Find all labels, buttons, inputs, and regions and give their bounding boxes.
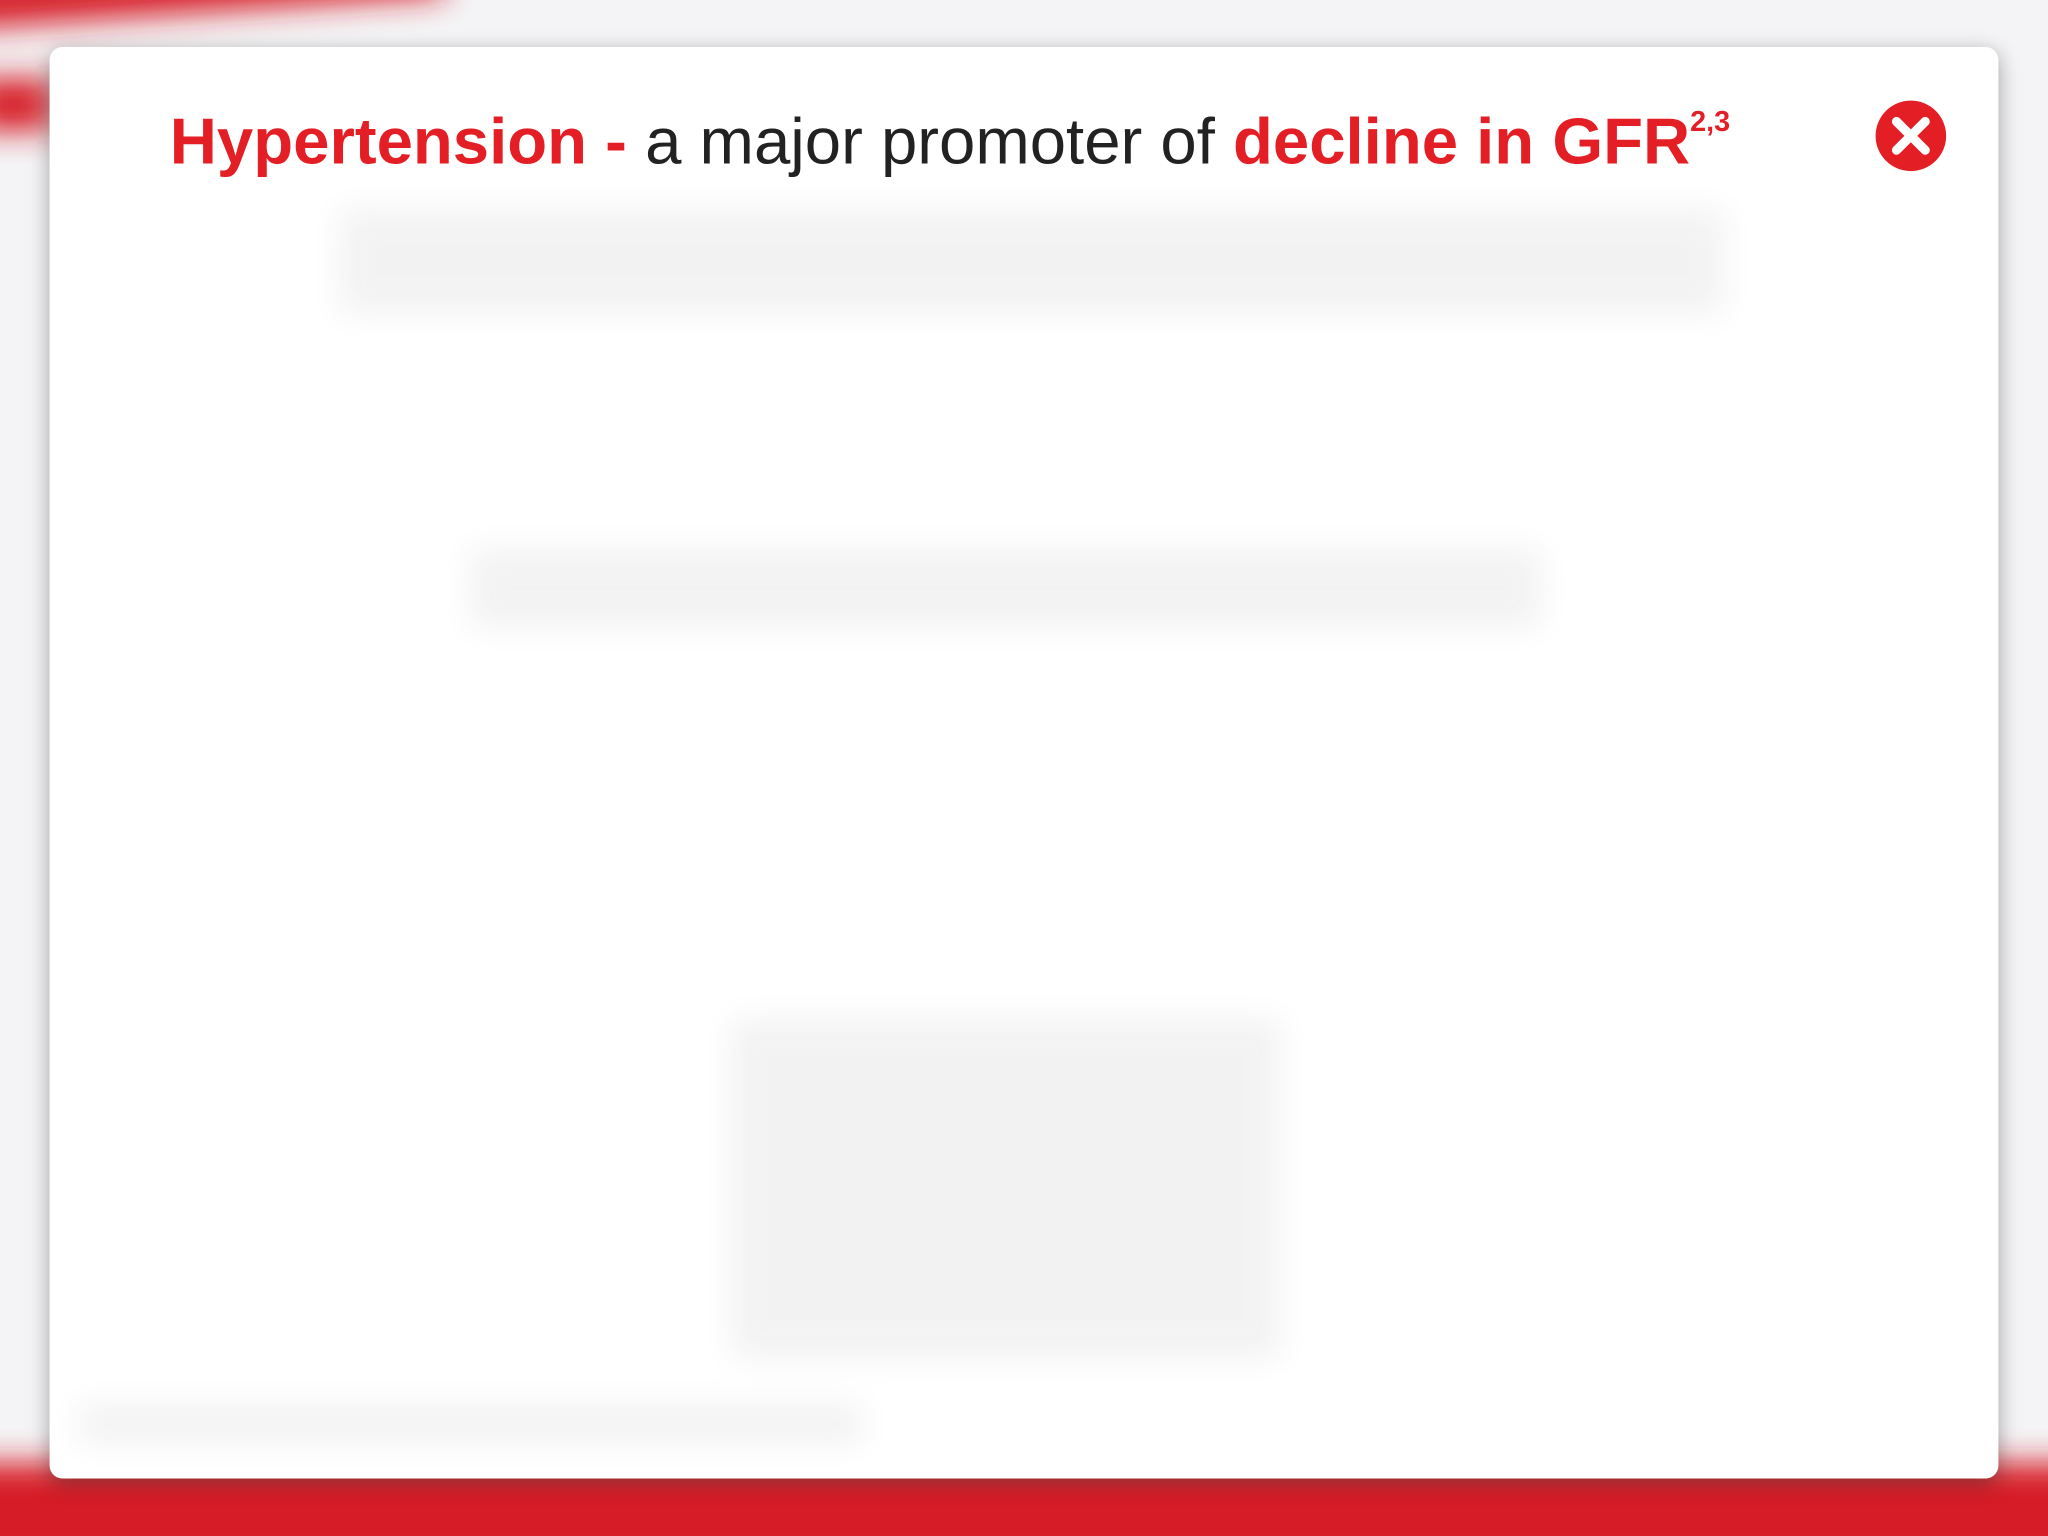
close-button[interactable] <box>1875 100 1947 172</box>
faded-background-content <box>78 208 1725 1444</box>
title-superscript: 2,3 <box>1690 105 1730 137</box>
modal <box>49 47 1999 1479</box>
close-icon[interactable] <box>1891 116 1930 155</box>
title-emphasis: Hypertension - <box>170 105 627 178</box>
title-emphasis: decline in GFR <box>1233 105 1690 178</box>
title-text: a major promoter of <box>645 105 1216 178</box>
modal-title: Hypertension - a major promoter of decli… <box>170 105 1730 178</box>
